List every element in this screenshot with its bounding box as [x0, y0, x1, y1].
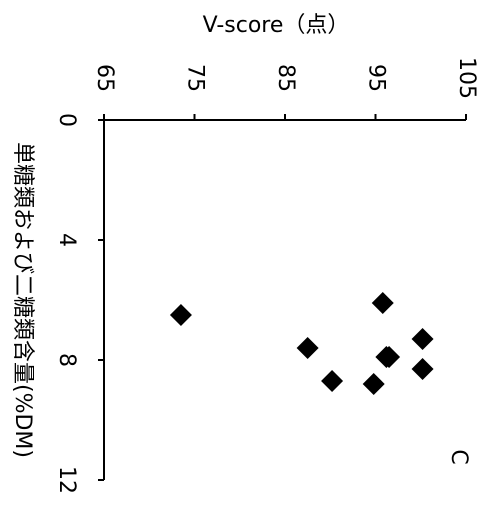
- panel-label: C: [446, 449, 471, 464]
- category-axis-tick-label: 12: [54, 466, 79, 494]
- category-axis-tick-label: 8: [54, 353, 79, 367]
- data-point: [321, 370, 344, 392]
- category-axis-tick-label: 0: [54, 113, 79, 127]
- data-point: [371, 292, 394, 314]
- value-axis-tick-label: 75: [183, 64, 208, 92]
- data-point: [169, 304, 192, 326]
- value-axis-tick-label: 95: [364, 64, 389, 92]
- category-axis-tick-label: 4: [54, 233, 79, 247]
- data-point: [411, 358, 434, 380]
- category-axis-title: 単糖類および二糖類含量(%DM): [10, 142, 35, 458]
- value-axis-title: V-score（点）: [203, 13, 350, 38]
- value-axis-tick-label: 65: [92, 64, 117, 92]
- value-axis-tick-label: 105: [454, 57, 479, 99]
- data-point: [375, 346, 398, 368]
- data-point: [411, 328, 434, 350]
- data-point: [296, 337, 319, 359]
- data-point: [362, 373, 385, 395]
- value-axis-tick-label: 85: [273, 64, 298, 92]
